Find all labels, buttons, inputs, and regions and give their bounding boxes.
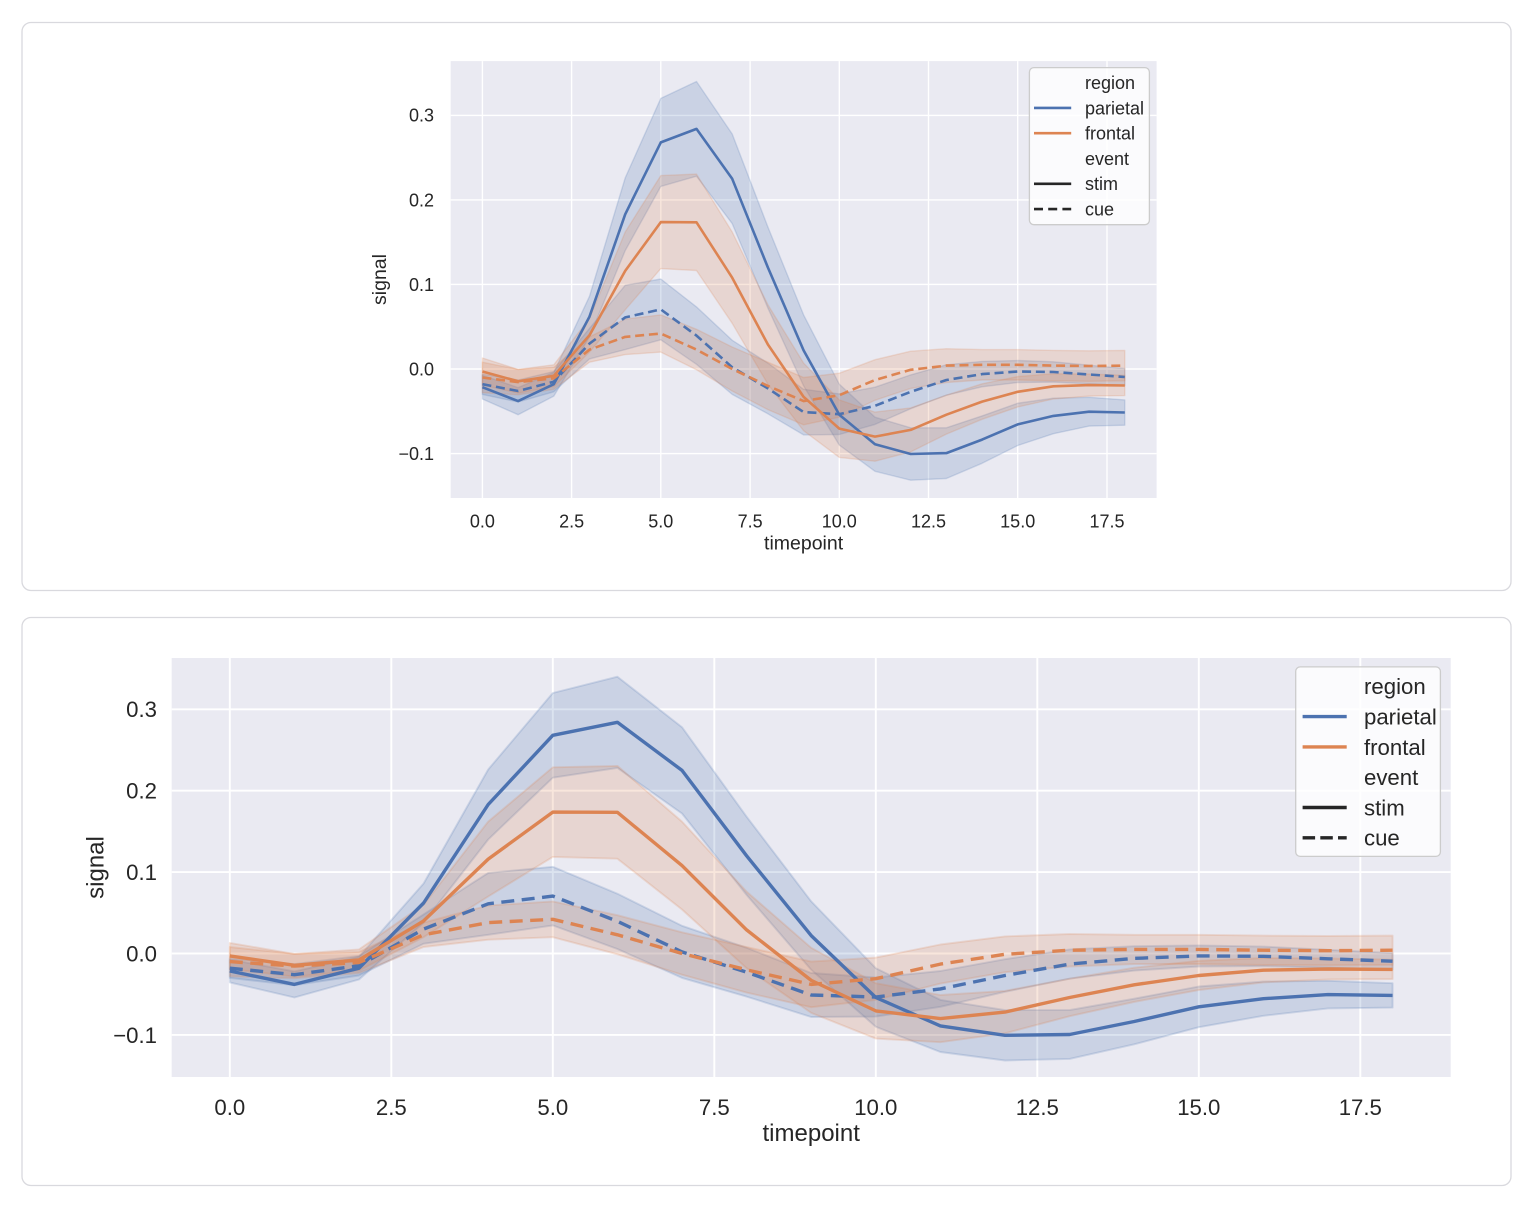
svg-text:0.0: 0.0 [126, 941, 157, 966]
svg-text:0.3: 0.3 [409, 106, 434, 126]
svg-text:event: event [1364, 765, 1418, 790]
svg-text:2.5: 2.5 [559, 512, 584, 532]
svg-text:frontal: frontal [1364, 735, 1426, 760]
svg-text:17.5: 17.5 [1339, 1095, 1382, 1120]
svg-text:0.1: 0.1 [409, 275, 434, 295]
svg-text:region: region [1085, 73, 1135, 93]
svg-text:signal: signal [369, 254, 391, 305]
svg-text:0.3: 0.3 [126, 697, 157, 722]
svg-text:−0.1: −0.1 [113, 1023, 157, 1048]
svg-text:5.0: 5.0 [648, 512, 673, 532]
svg-text:cue: cue [1085, 200, 1114, 220]
svg-text:0.2: 0.2 [409, 190, 434, 210]
svg-text:17.5: 17.5 [1089, 512, 1124, 532]
svg-text:signal: signal [83, 836, 110, 899]
svg-text:0.1: 0.1 [126, 860, 157, 885]
svg-text:0.0: 0.0 [214, 1095, 245, 1120]
svg-text:5.0: 5.0 [537, 1095, 568, 1120]
svg-text:7.5: 7.5 [738, 512, 763, 532]
svg-text:12.5: 12.5 [911, 512, 946, 532]
svg-text:−0.1: −0.1 [398, 444, 434, 464]
svg-text:frontal: frontal [1085, 124, 1135, 144]
svg-text:parietal: parietal [1364, 705, 1437, 730]
svg-text:15.0: 15.0 [1177, 1095, 1220, 1120]
svg-text:0.0: 0.0 [409, 359, 434, 379]
svg-text:12.5: 12.5 [1016, 1095, 1059, 1120]
svg-text:stim: stim [1085, 174, 1118, 194]
svg-text:10.0: 10.0 [854, 1095, 897, 1120]
svg-text:timepoint: timepoint [763, 1120, 861, 1147]
svg-text:stim: stim [1364, 795, 1405, 820]
svg-text:7.5: 7.5 [699, 1095, 730, 1120]
svg-text:0.0: 0.0 [470, 512, 495, 532]
svg-text:15.0: 15.0 [1000, 512, 1035, 532]
svg-text:2.5: 2.5 [376, 1095, 407, 1120]
svg-text:10.0: 10.0 [822, 512, 857, 532]
svg-text:timepoint: timepoint [764, 533, 844, 555]
svg-text:parietal: parietal [1085, 98, 1144, 118]
svg-text:region: region [1364, 674, 1426, 699]
svg-text:event: event [1085, 149, 1129, 169]
svg-text:0.2: 0.2 [126, 779, 157, 804]
svg-text:cue: cue [1364, 826, 1400, 851]
